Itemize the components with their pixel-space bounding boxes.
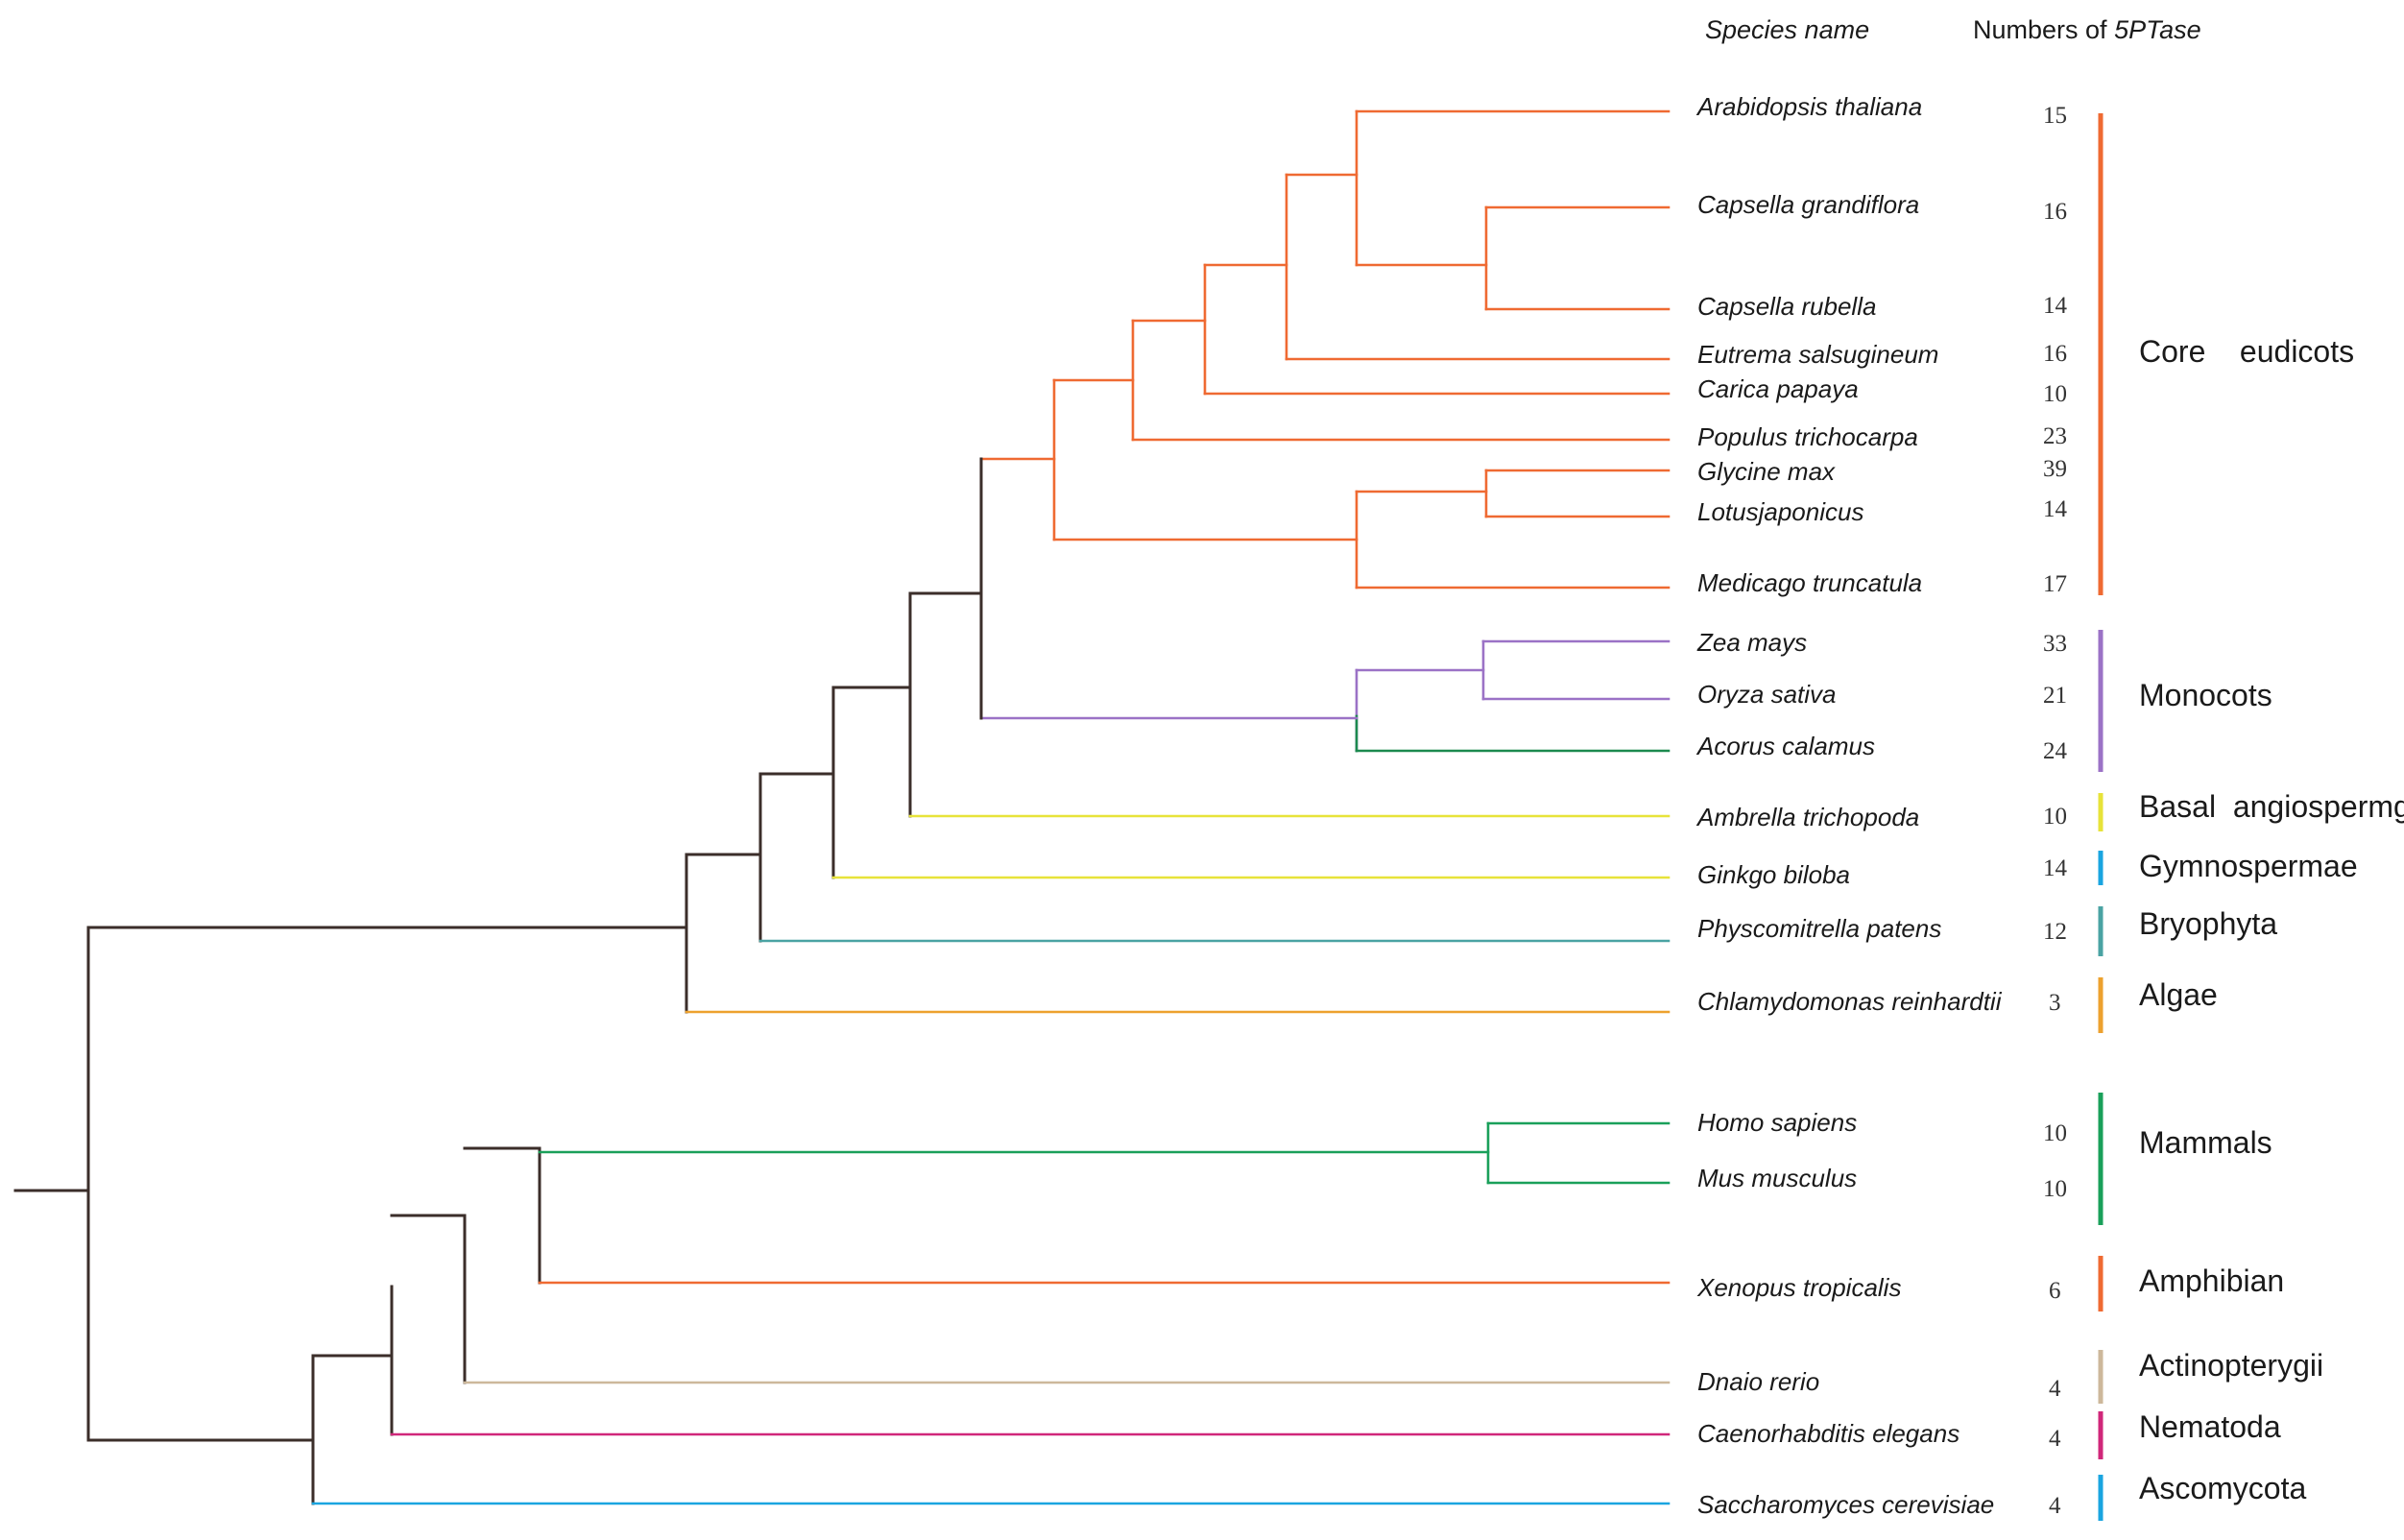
group-label: Basal angiospermg bbox=[2139, 789, 2404, 824]
group-label: Core eudicots bbox=[2139, 334, 2355, 369]
group-bar-7 bbox=[2098, 1256, 2104, 1311]
group-bar-10 bbox=[2098, 1475, 2104, 1521]
gene-count: 3 bbox=[2049, 990, 2061, 1016]
group-label: Mammals bbox=[2139, 1125, 2272, 1160]
gene-count: 10 bbox=[2043, 1120, 2067, 1146]
group-label: Gymnospermae bbox=[2139, 849, 2358, 883]
species-label: Ginkgo biloba bbox=[1697, 860, 1850, 889]
group-label: Monocots bbox=[2139, 678, 2272, 712]
numbers-header-prefix: Numbers of bbox=[1973, 15, 2115, 44]
species-label: Physcomitrella patens bbox=[1697, 914, 1942, 943]
group-label: Actinopterygii bbox=[2139, 1348, 2324, 1383]
group-bar-2 bbox=[2098, 793, 2104, 831]
numbers-header: Numbers of 5PTase bbox=[1973, 15, 2201, 45]
species-name-header: Species name bbox=[1705, 15, 1870, 44]
gene-count: 14 bbox=[2043, 855, 2067, 881]
gene-count: 14 bbox=[2043, 293, 2067, 319]
species-label: Caenorhabditis elegans bbox=[1697, 1419, 1960, 1448]
gene-count: 15 bbox=[2043, 103, 2067, 129]
gene-count: 39 bbox=[2043, 456, 2067, 482]
gene-count: 10 bbox=[2043, 381, 2067, 407]
gene-count: 17 bbox=[2043, 571, 2067, 597]
group-label: Ascomycota bbox=[2139, 1471, 2307, 1505]
gene-count: 4 bbox=[2049, 1426, 2061, 1452]
group-bar-3 bbox=[2098, 851, 2104, 885]
gene-count: 6 bbox=[2049, 1278, 2061, 1304]
gene-count: 23 bbox=[2043, 423, 2067, 449]
species-label: Homo sapiens bbox=[1697, 1108, 1858, 1137]
gene-count: 4 bbox=[2049, 1376, 2061, 1402]
species-label: Ambrella trichopoda bbox=[1697, 803, 1920, 831]
species-label: Saccharomyces cerevisiae bbox=[1697, 1490, 1995, 1519]
group-bar-6 bbox=[2098, 1093, 2104, 1225]
group-bar-0 bbox=[2098, 113, 2104, 595]
species-label: Mus musculus bbox=[1697, 1164, 1858, 1192]
gene-count: 12 bbox=[2043, 919, 2067, 945]
group-bar-4 bbox=[2098, 906, 2104, 956]
gene-count: 10 bbox=[2043, 1176, 2067, 1202]
species-label: Xenopus tropicalis bbox=[1697, 1273, 1902, 1302]
gene-count: 4 bbox=[2049, 1493, 2061, 1519]
gene-count: 10 bbox=[2043, 804, 2067, 830]
species-label: Oryza sativa bbox=[1697, 680, 1837, 709]
group-label: Nematoda bbox=[2139, 1409, 2281, 1444]
group-bar-5 bbox=[2098, 977, 2104, 1033]
species-label: Capsella rubella bbox=[1697, 292, 1877, 321]
species-label: Zea mays bbox=[1697, 628, 1808, 657]
gene-count: 33 bbox=[2043, 631, 2067, 657]
species-label: Arabidopsis thaliana bbox=[1697, 92, 1923, 121]
species-label: Populus trichocarpa bbox=[1697, 422, 1918, 451]
species-label: Carica papaya bbox=[1697, 374, 1859, 403]
group-label: Algae bbox=[2139, 977, 2218, 1012]
group-bar-8 bbox=[2098, 1350, 2104, 1404]
species-label: Medicago truncatula bbox=[1697, 568, 1923, 597]
group-label: Amphibian bbox=[2139, 1263, 2285, 1298]
group-label: Bryophyta bbox=[2139, 906, 2278, 941]
gene-count: 16 bbox=[2043, 341, 2067, 367]
gene-count: 16 bbox=[2043, 199, 2067, 225]
numbers-header-gene: 5PTase bbox=[2114, 15, 2201, 44]
species-label: Acorus calamus bbox=[1697, 732, 1875, 760]
species-label: Capsella grandiflora bbox=[1697, 190, 1920, 219]
species-label: Eutrema salsugineum bbox=[1697, 340, 1939, 369]
species-label: Chlamydomonas reinhardtii bbox=[1697, 987, 2002, 1016]
gene-count: 14 bbox=[2043, 496, 2067, 522]
group-bar-9 bbox=[2098, 1411, 2104, 1459]
gene-count: 21 bbox=[2043, 683, 2067, 709]
gene-count: 24 bbox=[2043, 738, 2067, 764]
species-label: Lotusjaponicus bbox=[1697, 497, 1864, 526]
species-label: Glycine max bbox=[1697, 457, 1836, 486]
group-bar-1 bbox=[2098, 630, 2104, 772]
species-label: Dnaio rerio bbox=[1697, 1367, 1820, 1396]
